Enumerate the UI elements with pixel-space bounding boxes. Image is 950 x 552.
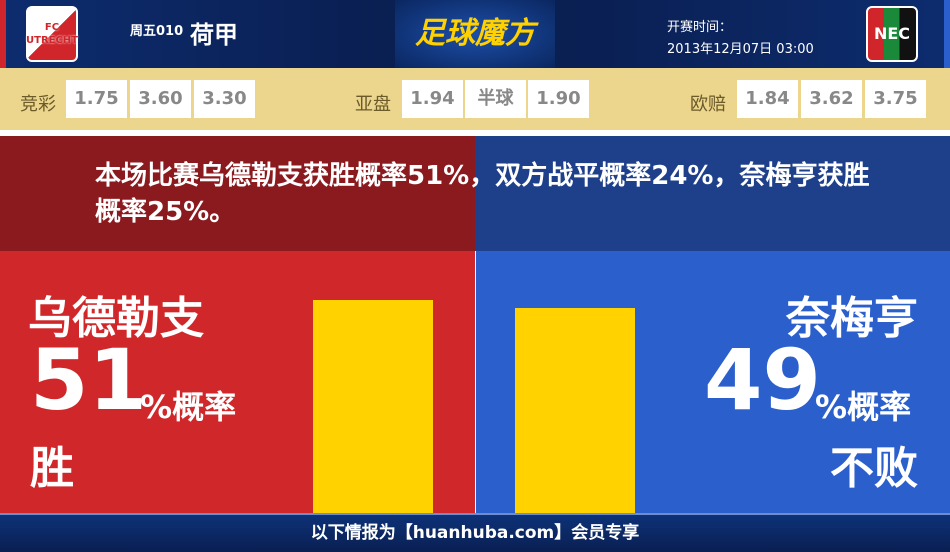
- home-team-logo: FC UTRECHT: [26, 6, 78, 62]
- yapan-label: 亚盘: [355, 94, 391, 115]
- match-round: 周五010: [130, 24, 184, 39]
- away-percent: 49: [704, 331, 821, 429]
- odds-value: 3.60: [130, 80, 191, 118]
- odds-value: 1.84: [737, 80, 798, 118]
- odds-value: 3.30: [194, 80, 255, 118]
- home-team-name: 乌德勒支: [28, 293, 204, 344]
- odds-value: 半球: [465, 80, 526, 118]
- away-outcome: 不败: [830, 443, 918, 494]
- odds-value: 1.75: [66, 80, 127, 118]
- home-percent-unit: %概率: [140, 388, 237, 426]
- odds-value: 1.90: [528, 80, 589, 118]
- probability-summary: 本场比赛乌德勒支获胜概率51%，双方战平概率24%，奈梅亨获胜概率25%。: [95, 161, 870, 227]
- away-team-logo: NEC: [866, 6, 918, 62]
- summary-bg-away: [475, 136, 950, 251]
- member-notice-footer[interactable]: 以下情报为【huanhuba.com】会员专享: [0, 513, 950, 552]
- jingcai-label: 竞彩: [20, 94, 56, 115]
- away-probability-bar: [515, 308, 635, 513]
- odds-value: 3.75: [865, 80, 926, 118]
- kickoff-time: 2013年12月07日 03:00: [667, 42, 814, 57]
- brand-logo: 足球魔方: [395, 0, 555, 68]
- home-outcome: 胜: [30, 443, 74, 494]
- odds-value: 3.62: [801, 80, 862, 118]
- away-percent-unit: %概率: [815, 388, 912, 426]
- odds-value: 1.94: [402, 80, 463, 118]
- summary-bg-home: [0, 136, 475, 251]
- kickoff-label: 开赛时间：: [667, 20, 733, 35]
- oupei-label: 欧赔: [690, 94, 726, 115]
- home-percent: 51: [30, 331, 147, 429]
- home-probability-bar: [313, 300, 433, 513]
- home-logo-text: FC UTRECHT: [26, 22, 79, 46]
- league-name: 荷甲: [190, 21, 238, 49]
- away-team-name: 奈梅亨: [786, 293, 918, 344]
